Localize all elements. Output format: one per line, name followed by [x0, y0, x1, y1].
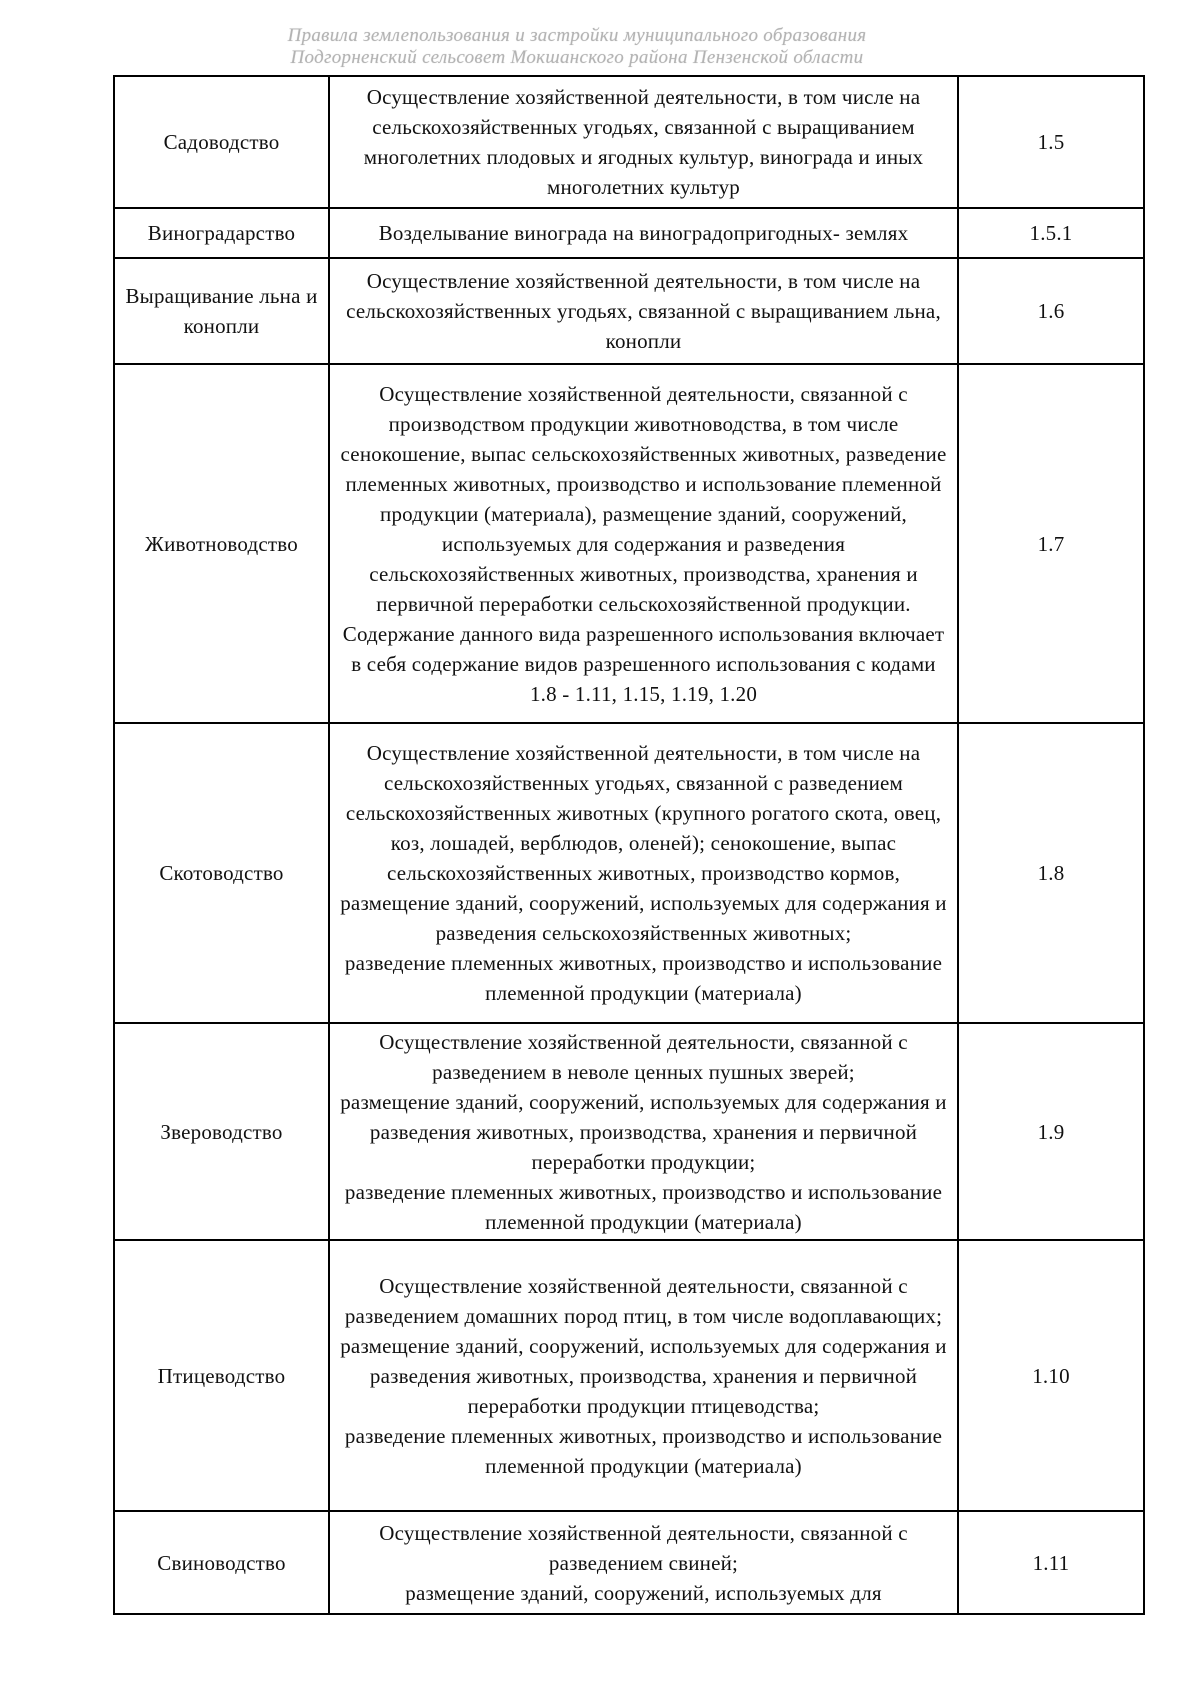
land-use-code-cell: 1.5.1 — [957, 207, 1145, 259]
land-use-code-cell: 1.10 — [957, 1239, 1145, 1512]
land-use-description-cell: Осуществление хозяйственной деятельности… — [328, 75, 959, 209]
land-use-name-cell: Птицеводство — [113, 1239, 330, 1512]
land-use-description-cell: Осуществление хозяйственной деятельности… — [328, 1510, 959, 1615]
land-use-code-cell: 1.7 — [957, 363, 1145, 724]
land-use-name-cell: Звероводство — [113, 1022, 330, 1241]
table-row: Виноградарство Возделывание винограда на… — [113, 207, 1145, 259]
page-header-line1: Правила землепользования и застройки мун… — [287, 25, 867, 46]
land-use-code-cell: 1.8 — [957, 722, 1145, 1024]
land-use-description-cell: Осуществление хозяйственной деятельности… — [328, 722, 959, 1024]
land-use-description-cell: Осуществление хозяйственной деятельности… — [328, 257, 959, 365]
page-header: Правила землепользования и застройки мун… — [0, 25, 1177, 69]
table-row: Птицеводство Осуществление хозяйственной… — [113, 1239, 1145, 1512]
land-use-code-cell: 1.9 — [957, 1022, 1145, 1241]
page-header-line2: Подгорненский сельсовет Мокшанского райо… — [290, 47, 864, 68]
land-use-description-cell: Осуществление хозяйственной деятельности… — [328, 1239, 959, 1512]
land-use-description-cell: Осуществление хозяйственной деятельности… — [328, 363, 959, 724]
land-use-name-cell: Скотоводство — [113, 722, 330, 1024]
table-row: Животноводство Осуществление хозяйственн… — [113, 363, 1145, 724]
table-row: Выращивание льна и конопли Осуществление… — [113, 257, 1145, 365]
land-use-description-cell: Возделывание винограда на виноградоприго… — [328, 207, 959, 259]
land-use-table: Садоводство Осуществление хозяйственной … — [113, 75, 1145, 1615]
land-use-code-cell: 1.11 — [957, 1510, 1145, 1615]
land-use-name-cell: Садоводство — [113, 75, 330, 209]
table-row: Скотоводство Осуществление хозяйственной… — [113, 722, 1145, 1024]
land-use-name-cell: Животноводство — [113, 363, 330, 724]
land-use-name-cell: Виноградарство — [113, 207, 330, 259]
table-row: Звероводство Осуществление хозяйственной… — [113, 1022, 1145, 1241]
land-use-name-cell: Выращивание льна и конопли — [113, 257, 330, 365]
land-use-description-cell: Осуществление хозяйственной деятельности… — [328, 1022, 959, 1241]
land-use-name-cell: Свиноводство — [113, 1510, 330, 1615]
land-use-code-cell: 1.6 — [957, 257, 1145, 365]
table-row: Свиноводство Осуществление хозяйственной… — [113, 1510, 1145, 1615]
land-use-table-body: Садоводство Осуществление хозяйственной … — [113, 75, 1145, 1615]
land-use-code-cell: 1.5 — [957, 75, 1145, 209]
table-row: Садоводство Осуществление хозяйственной … — [113, 75, 1145, 209]
